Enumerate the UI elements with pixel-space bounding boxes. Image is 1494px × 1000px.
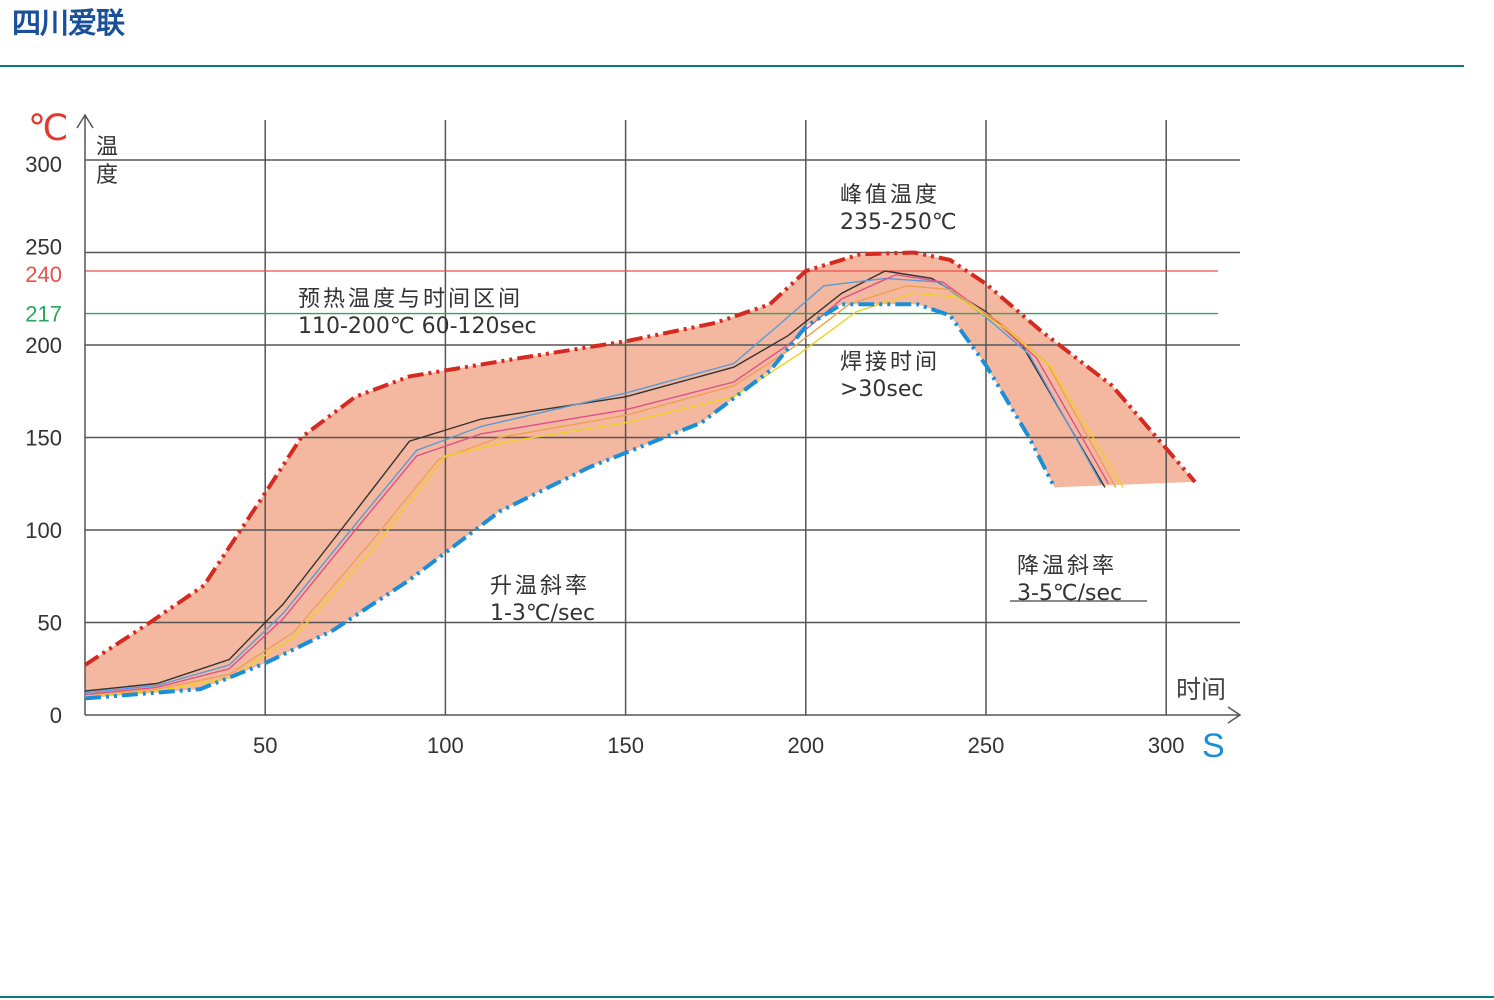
y-tick-label: 300 — [25, 152, 62, 177]
annotation-text: >30sec — [840, 377, 924, 402]
series-profile-4 — [84, 285, 1117, 698]
company-logo: 四川爱联 — [12, 6, 125, 40]
reference-label: 240 — [25, 262, 62, 287]
annotation-text: 降温斜率 — [1017, 554, 1117, 579]
lower-limit-line — [84, 302, 1057, 701]
x-tick-label: 50 — [253, 733, 277, 758]
header-divider — [0, 65, 1464, 67]
x-unit: S — [1202, 727, 1225, 765]
annotation-text: 升温斜率 — [490, 574, 590, 599]
annotation-text: 焊接时间 — [840, 350, 940, 375]
annotation-text: 峰值温度 — [840, 183, 940, 208]
x-tick-label: 100 — [427, 733, 464, 758]
x-tick-label: 300 — [1148, 733, 1185, 758]
y-tick-label: 150 — [25, 426, 62, 451]
annotation-text: 预热温度与时间区间 — [298, 287, 523, 312]
series-profile-5 — [84, 292, 1124, 698]
y-axis-label: 度 — [96, 163, 118, 188]
annotation-text: 235-250℃ — [840, 210, 957, 235]
footer-divider — [0, 996, 1494, 998]
y-tick-label: 200 — [25, 333, 62, 358]
y-axis-arrow-icon — [76, 113, 94, 129]
annotation-text: 1-3℃/sec — [490, 601, 595, 626]
x-tick-label: 150 — [607, 733, 644, 758]
annotation-text: 110-200℃ 60-120sec — [298, 314, 537, 339]
y-unit: ℃ — [28, 107, 68, 148]
reference-label: 217 — [25, 302, 62, 327]
x-axis-label: 时间 — [1176, 675, 1226, 704]
annotation-text: 3-5℃/sec — [1017, 581, 1122, 606]
tolerance-band — [85, 252, 1195, 699]
y-tick-label: 100 — [25, 518, 62, 543]
y-tick-label: 50 — [38, 611, 62, 636]
y-tick-label: 0 — [50, 703, 62, 728]
x-tick-label: 200 — [787, 733, 824, 758]
x-tick-label: 250 — [968, 733, 1005, 758]
y-tick-label: 250 — [25, 235, 62, 260]
x-axis-arrow-icon — [1227, 706, 1242, 724]
y-axis-label: 温 — [96, 135, 118, 160]
